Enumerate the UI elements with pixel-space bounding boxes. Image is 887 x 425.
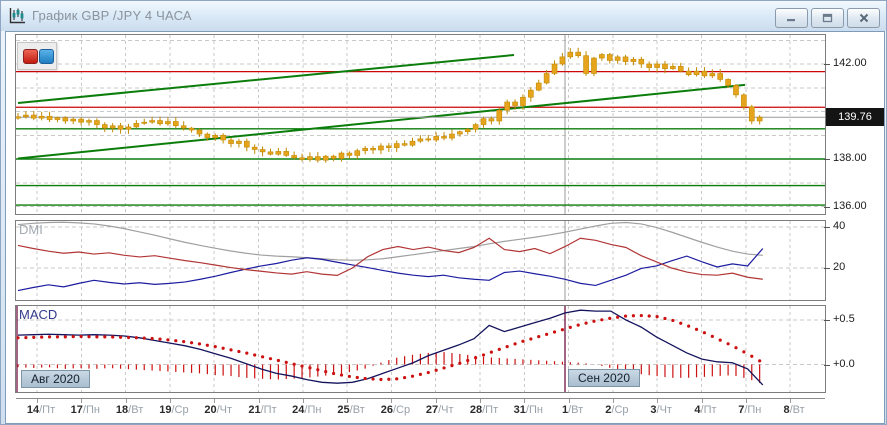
month-badge-aug: Авг 2020	[21, 370, 90, 388]
time-tick	[657, 399, 659, 403]
time-tick	[214, 399, 216, 403]
axis-tick	[824, 320, 830, 321]
time-tick	[37, 399, 38, 403]
axis-tick-label: 138.00	[833, 152, 867, 164]
time-label[interactable]: 17/Пн	[70, 404, 100, 416]
time-tick	[524, 399, 526, 403]
dmi-panel	[15, 220, 826, 301]
axis-tick-label: 20	[833, 261, 846, 273]
candlestick-chart-icon	[8, 7, 26, 25]
time-label[interactable]: 1/Вт	[561, 404, 584, 416]
current-price-badge: 139.76	[826, 108, 884, 126]
chart-toolbar	[17, 42, 57, 70]
macd-panel	[15, 305, 826, 393]
macd-chart[interactable]	[16, 306, 825, 392]
restore-button[interactable]	[811, 8, 844, 28]
time-label[interactable]: 21/Пт	[248, 404, 277, 416]
time-label[interactable]: 20/Чт	[204, 404, 233, 416]
time-tick	[790, 399, 792, 403]
time-label[interactable]: 28/Пт	[469, 404, 499, 416]
time-label[interactable]: 2/Ср	[605, 404, 629, 416]
time-label[interactable]: 27/Чт	[425, 404, 454, 416]
macd-label: MACD	[19, 307, 58, 322]
blue-marker-button[interactable]	[39, 49, 54, 64]
axis-tick-label: +0.5	[833, 313, 855, 325]
time-tick	[391, 399, 393, 403]
time-tick	[347, 399, 349, 403]
time-tick	[258, 399, 260, 403]
time-tick	[568, 399, 570, 403]
time-label[interactable]: 7/Пн	[738, 404, 762, 416]
axis-tick-label: +0.0	[833, 357, 855, 370]
time-label[interactable]: 26/Ср	[380, 404, 411, 416]
time-label[interactable]: 25/Вт	[337, 404, 365, 416]
axis-tick	[824, 206, 830, 208]
price-panel	[15, 34, 826, 215]
time-label[interactable]: 14/Пт	[26, 404, 56, 416]
window-controls	[775, 8, 880, 28]
price-chart[interactable]	[16, 35, 825, 214]
dmi-label: DMI	[19, 222, 43, 237]
time-label[interactable]: 8/Вт	[783, 404, 805, 416]
minimize-button[interactable]	[775, 8, 808, 28]
red-marker-button[interactable]	[23, 49, 38, 64]
axis-tick	[824, 64, 830, 65]
time-tick	[302, 399, 304, 403]
time-tick	[612, 399, 614, 403]
time-label[interactable]: 18/Вт	[115, 404, 144, 416]
axis-tick-label: 136.00	[833, 199, 867, 212]
time-tick	[169, 399, 171, 403]
window-title: График GBP /JPY 4 ЧАСА	[32, 8, 192, 23]
time-tick	[81, 399, 83, 403]
time-tick	[745, 399, 747, 403]
axis-tick-label: 40	[833, 220, 846, 232]
axis-tick	[824, 159, 830, 160]
time-axis-line	[16, 398, 825, 399]
titlebar[interactable]: График GBP /JPY 4 ЧАСА	[1, 1, 886, 31]
axis-tick-label: 142.00	[833, 57, 867, 69]
time-label[interactable]: 3/Чт	[650, 404, 672, 416]
axis-tick	[824, 364, 830, 366]
axis-tick	[824, 227, 830, 228]
time-label[interactable]: 24/Пн	[292, 404, 322, 416]
chart-client: DMI MACD 142.00 138.00 136.00 40 20 +0.5 +0.0 …	[5, 31, 885, 424]
time-label[interactable]: 19/Ср	[159, 404, 189, 416]
month-badge-sep: Сен 2020	[568, 369, 640, 387]
time-tick	[125, 399, 127, 403]
close-button[interactable]	[847, 8, 880, 28]
time-label[interactable]: 31/Пн	[513, 404, 543, 416]
dmi-chart[interactable]	[16, 221, 825, 300]
axis-tick	[824, 268, 830, 269]
time-tick	[435, 399, 437, 403]
time-tick	[701, 399, 703, 403]
time-tick	[480, 399, 481, 403]
time-label[interactable]: 4/Пт	[694, 404, 717, 416]
